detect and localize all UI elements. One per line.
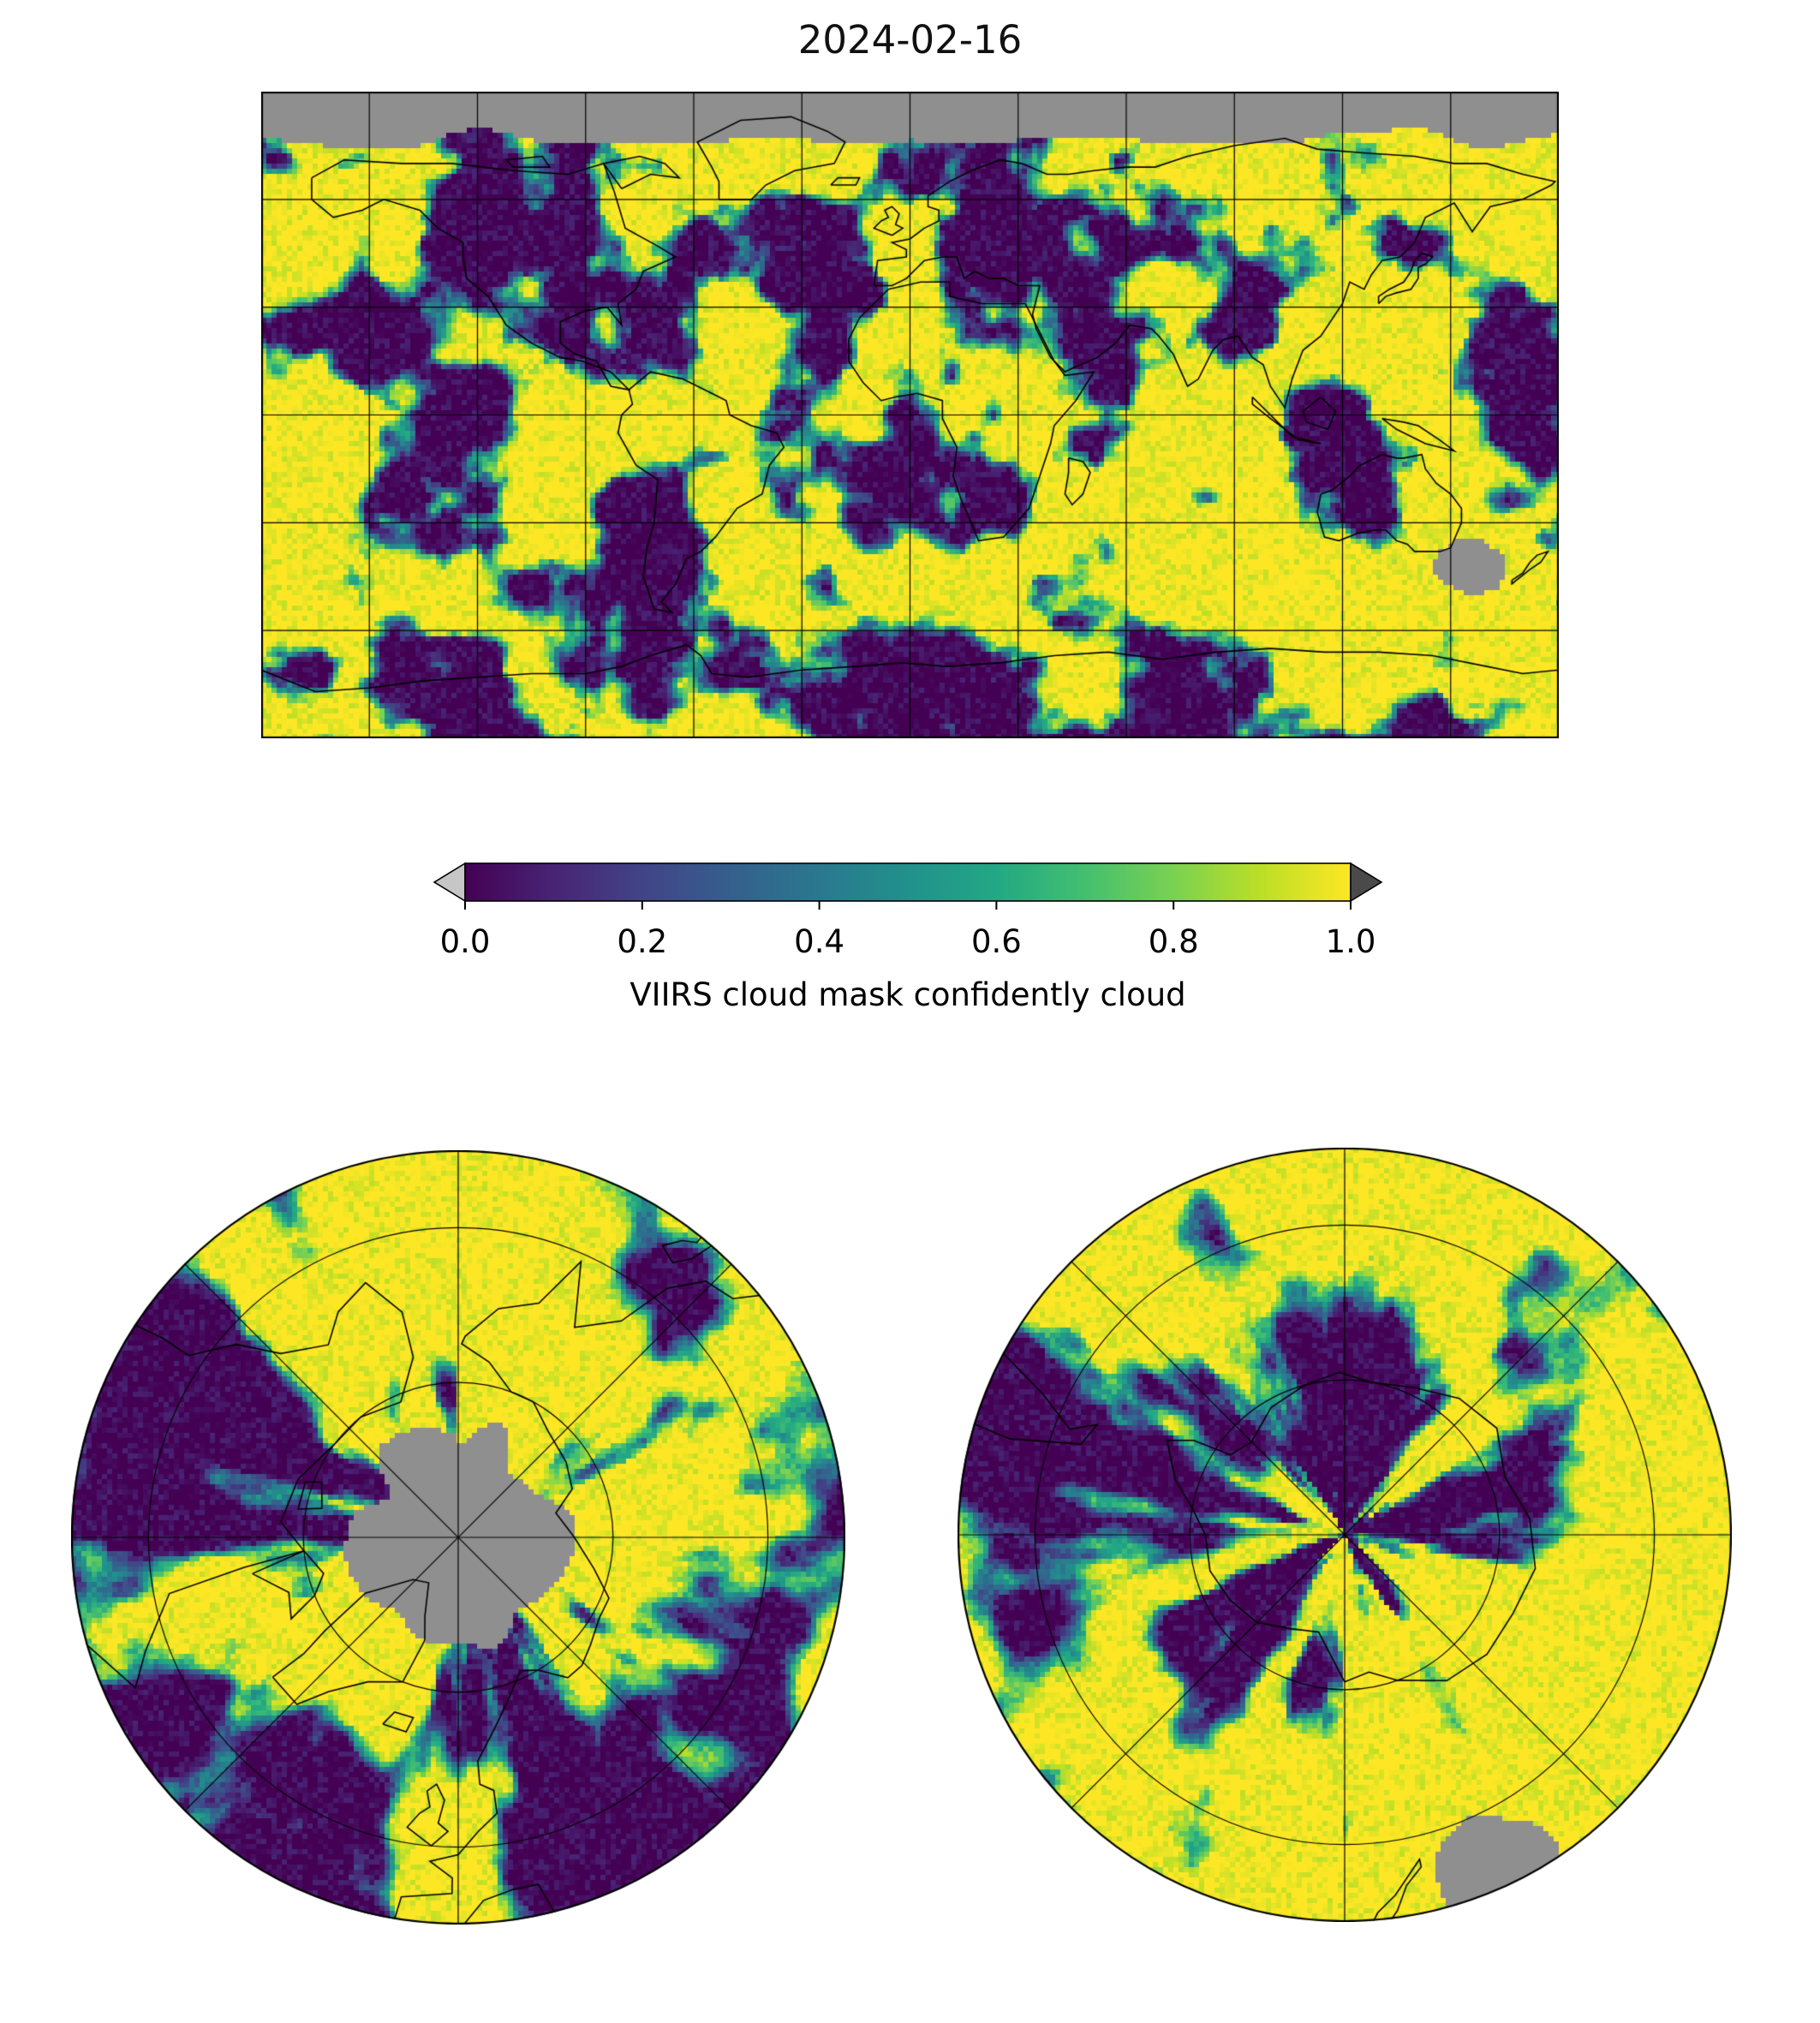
colorbar-tick-label: 0.4 [794,923,845,960]
colorbar-tick-labels: 0.0 0.2 0.4 0.6 0.8 1.0 [440,923,1376,963]
colorbar-label: VIIRS cloud mask confidently cloud [630,976,1186,1013]
colorbar-tick-marks [464,901,1352,910]
colorbar-tick-label: 0.6 [970,923,1022,960]
colorbar-tick-label: 0.2 [617,923,668,960]
antarctic-map-canvas [958,1148,1732,1922]
colorbar-tick-label: 0.0 [439,923,491,960]
colorbar-under-arrow [433,862,466,903]
colorbar-gradient [464,862,1352,902]
colorbar-tick-label: 1.0 [1325,923,1376,960]
figure-title: 2024-02-16 [797,17,1023,63]
global-map-canvas [261,92,1559,738]
arctic-map-canvas [71,1150,845,1925]
colorbar-tick-label: 0.8 [1148,923,1199,960]
colorbar-over-arrow [1350,862,1383,903]
colorbar [433,862,1383,910]
